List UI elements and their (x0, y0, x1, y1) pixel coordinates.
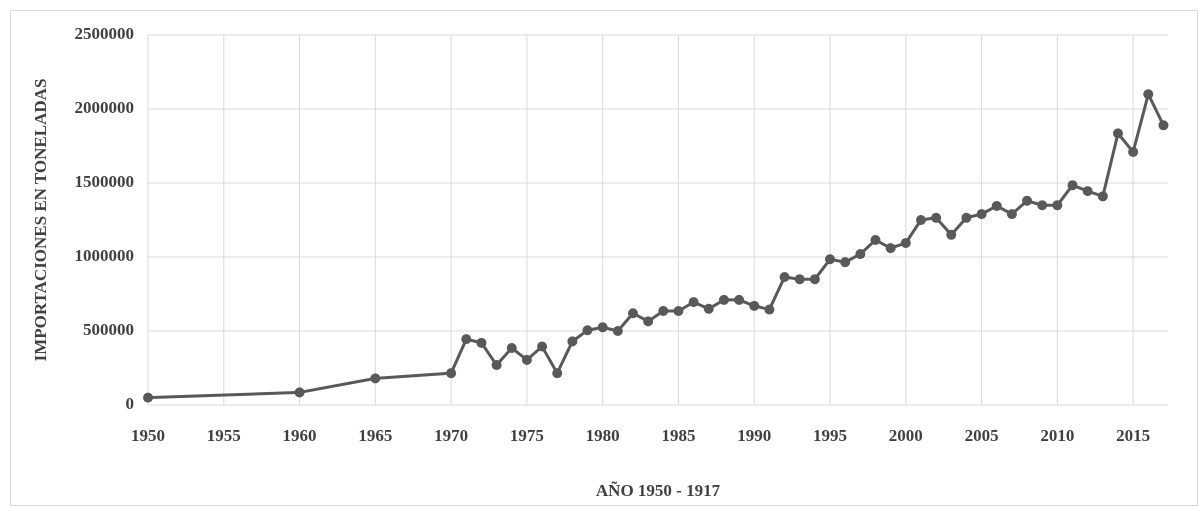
data-point (643, 316, 654, 327)
data-point (718, 294, 729, 305)
data-point (506, 343, 517, 354)
data-point (779, 271, 790, 282)
x-tick-label: 1985 (661, 426, 695, 445)
y-tick-label: 1000000 (75, 246, 135, 265)
x-tick-label: 2015 (1116, 426, 1150, 445)
data-point (931, 212, 942, 223)
data-point (749, 300, 760, 311)
x-tick-label: 2005 (965, 426, 999, 445)
data-point (855, 249, 866, 260)
y-tick-label: 2000000 (75, 98, 135, 117)
data-point (521, 354, 532, 365)
y-tick-label: 1500000 (75, 172, 135, 191)
data-point (734, 294, 745, 305)
data-point (552, 368, 563, 379)
data-point (946, 229, 957, 240)
data-point (446, 368, 457, 379)
x-tick-label: 1950 (131, 426, 165, 445)
data-point (370, 373, 381, 384)
data-point (703, 303, 714, 314)
x-tick-label: 2010 (1040, 426, 1074, 445)
data-point (1097, 191, 1108, 202)
data-point (1037, 200, 1048, 211)
x-tick-label: 1990 (737, 426, 771, 445)
data-point (900, 237, 911, 248)
data-point (567, 336, 578, 347)
data-point (1052, 200, 1063, 211)
data-line (147, 89, 1165, 400)
data-point (885, 243, 896, 254)
data-point (476, 337, 487, 348)
data-point (1006, 209, 1017, 220)
data-point (870, 234, 881, 245)
y-tick-label: 0 (126, 394, 135, 413)
data-point (1022, 195, 1033, 206)
y-tick-label: 2500000 (75, 24, 135, 43)
data-point (1158, 120, 1169, 131)
data-point (825, 254, 836, 265)
data-point (658, 306, 669, 317)
y-axis-label: IMPORTACIONES EN TONELADAS (31, 79, 50, 362)
data-point (915, 215, 926, 225)
data-point (794, 274, 805, 285)
data-point (1067, 180, 1078, 191)
chart-border (10, 10, 1198, 506)
data-point (582, 325, 593, 336)
data-point (764, 304, 775, 315)
y-tick-label: 500000 (83, 320, 134, 339)
data-point (1143, 89, 1154, 100)
data-point (840, 257, 851, 268)
data-point (961, 212, 972, 223)
x-tick-label: 1980 (586, 426, 620, 445)
x-tick-label: 1960 (283, 426, 317, 445)
x-tick-label: 1970 (434, 426, 468, 445)
data-point (627, 308, 638, 319)
x-tick-label: 1955 (207, 426, 241, 445)
data-point (143, 392, 153, 403)
data-point (612, 326, 623, 336)
x-tick-label: 1965 (358, 426, 392, 445)
x-tick-label: 1995 (813, 426, 847, 445)
data-point (597, 322, 608, 333)
x-tick-label: 2000 (889, 426, 923, 445)
data-point (461, 334, 472, 345)
data-point (991, 200, 1002, 211)
data-point (1082, 186, 1093, 197)
data-point (1112, 128, 1123, 139)
data-point (673, 306, 684, 317)
data-point (1128, 146, 1139, 157)
data-point (537, 341, 548, 352)
data-point (491, 360, 502, 371)
x-axis-label: AÑO 1950 - 1917 (596, 481, 721, 500)
x-tick-label: 1975 (510, 426, 544, 445)
data-point (294, 387, 305, 398)
data-point (976, 209, 987, 220)
data-point (688, 297, 699, 308)
data-point (809, 274, 820, 285)
